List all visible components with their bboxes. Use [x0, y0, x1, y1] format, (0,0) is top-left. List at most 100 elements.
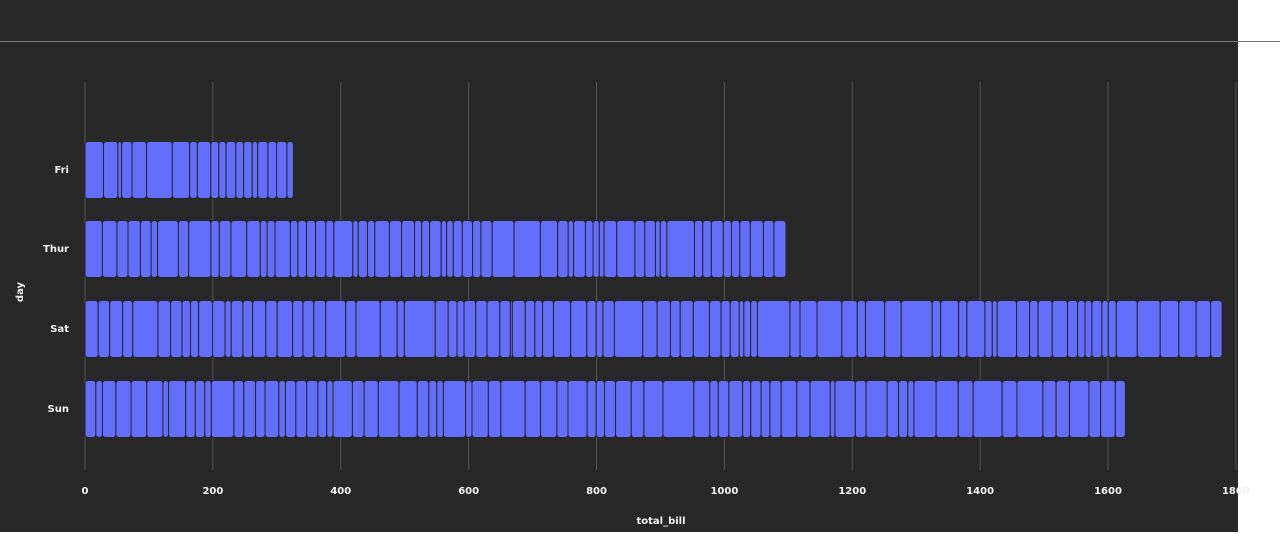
- bar-segment: [500, 380, 526, 438]
- bar-segment: [374, 220, 390, 278]
- bar-segment: [534, 300, 544, 358]
- bar-segment: [130, 380, 148, 438]
- bar-segment: [602, 300, 615, 358]
- bar-segment: [666, 220, 695, 278]
- bar-segment: [480, 220, 493, 278]
- bar-segment: [446, 220, 454, 278]
- bar-segment: [428, 380, 438, 438]
- y-tick-label: Fri: [54, 165, 69, 176]
- bar-segment: [471, 380, 489, 438]
- bar-segment: [799, 300, 818, 358]
- bar-segment: [210, 141, 220, 199]
- bar-segment: [816, 300, 843, 358]
- bar-segment: [363, 380, 379, 438]
- bar-segment: [177, 220, 190, 278]
- bar-segment: [388, 220, 403, 278]
- bar-segment: [669, 300, 681, 358]
- bar-segment: [769, 380, 782, 438]
- bar-segment: [598, 220, 605, 278]
- bar-segment: [162, 380, 170, 438]
- bar-segment: [267, 141, 278, 199]
- bar-segment: [429, 220, 442, 278]
- x-axis-title: total_bill: [636, 516, 685, 527]
- bar-segment: [556, 380, 569, 438]
- bar-segment: [188, 220, 212, 278]
- x-tick-label: 1600: [1094, 486, 1122, 497]
- bar-segment: [762, 220, 775, 278]
- bar-segment: [139, 220, 152, 278]
- bar-segment: [907, 380, 915, 438]
- bar-segment: [567, 380, 588, 438]
- bar-segment: [557, 220, 569, 278]
- bar-segment: [595, 300, 604, 358]
- bar-segment: [1115, 300, 1138, 358]
- bar-segment: [317, 380, 328, 438]
- bar-segment: [595, 380, 606, 438]
- bar-segment: [487, 380, 502, 438]
- bar-segment: [749, 220, 764, 278]
- bar-segment: [1210, 300, 1223, 358]
- bar-segment: [524, 380, 541, 438]
- bar-segment: [181, 300, 192, 358]
- bar-segment: [355, 300, 381, 358]
- bar-segment: [132, 300, 159, 358]
- x-tick-label: 1800: [1222, 486, 1250, 497]
- bar-segment: [452, 220, 463, 278]
- bar-segment: [218, 141, 227, 199]
- bar-segment: [829, 380, 836, 438]
- plot: [84, 82, 1237, 470]
- bar-segment: [886, 380, 900, 438]
- bar-segment: [218, 220, 232, 278]
- bar-segment: [513, 220, 541, 278]
- bar-segment: [570, 300, 588, 358]
- bar-segment: [584, 220, 594, 278]
- bar-segment: [190, 300, 200, 358]
- bar-segment: [931, 300, 942, 358]
- bar-segment: [325, 300, 347, 358]
- bar-segment: [731, 220, 741, 278]
- bar-segment: [1051, 300, 1069, 358]
- x-tick-label: 1000: [710, 486, 738, 497]
- bar-segment: [567, 220, 575, 278]
- bar-segment: [773, 220, 787, 278]
- bar-segment: [131, 141, 148, 199]
- bar-segment: [185, 380, 196, 438]
- bar-segment: [1084, 300, 1093, 358]
- bar-segment: [266, 220, 276, 278]
- y-tick-label: Thur: [43, 244, 69, 255]
- bar-segment: [257, 141, 269, 199]
- bar-segment: [1016, 380, 1044, 438]
- bar-segment: [1077, 300, 1086, 358]
- bar-segment: [900, 300, 933, 358]
- bar-segment: [230, 300, 244, 358]
- bar-segment: [1178, 300, 1197, 358]
- bar-segment: [654, 220, 661, 278]
- bar-segment: [194, 380, 206, 438]
- bar-segment: [616, 220, 636, 278]
- bar-segment: [524, 300, 536, 358]
- bar-segment: [121, 141, 133, 199]
- bar-segment: [289, 220, 299, 278]
- bar-segment: [991, 300, 998, 358]
- bar-segment: [196, 141, 212, 199]
- bar-segment: [157, 220, 179, 278]
- bar-segment: [573, 220, 586, 278]
- bar-segment: [292, 300, 304, 358]
- x-tick-label: 1400: [966, 486, 994, 497]
- bar-segment: [1001, 380, 1018, 438]
- bar-segment: [95, 380, 103, 438]
- bar-segment: [377, 380, 400, 438]
- bar-segment: [935, 380, 959, 438]
- bar-segment: [692, 300, 710, 358]
- bar-segment: [242, 300, 254, 358]
- bar-segment: [243, 380, 257, 438]
- bar-segment: [475, 300, 488, 358]
- bar-segment: [709, 380, 719, 438]
- bar-segment: [1136, 300, 1161, 358]
- bar-segment: [297, 220, 307, 278]
- bar-segment: [332, 380, 353, 438]
- bar-segment: [224, 300, 232, 358]
- bar-segment: [756, 300, 791, 358]
- bar-segment: [613, 300, 644, 358]
- bar-segment: [401, 220, 416, 278]
